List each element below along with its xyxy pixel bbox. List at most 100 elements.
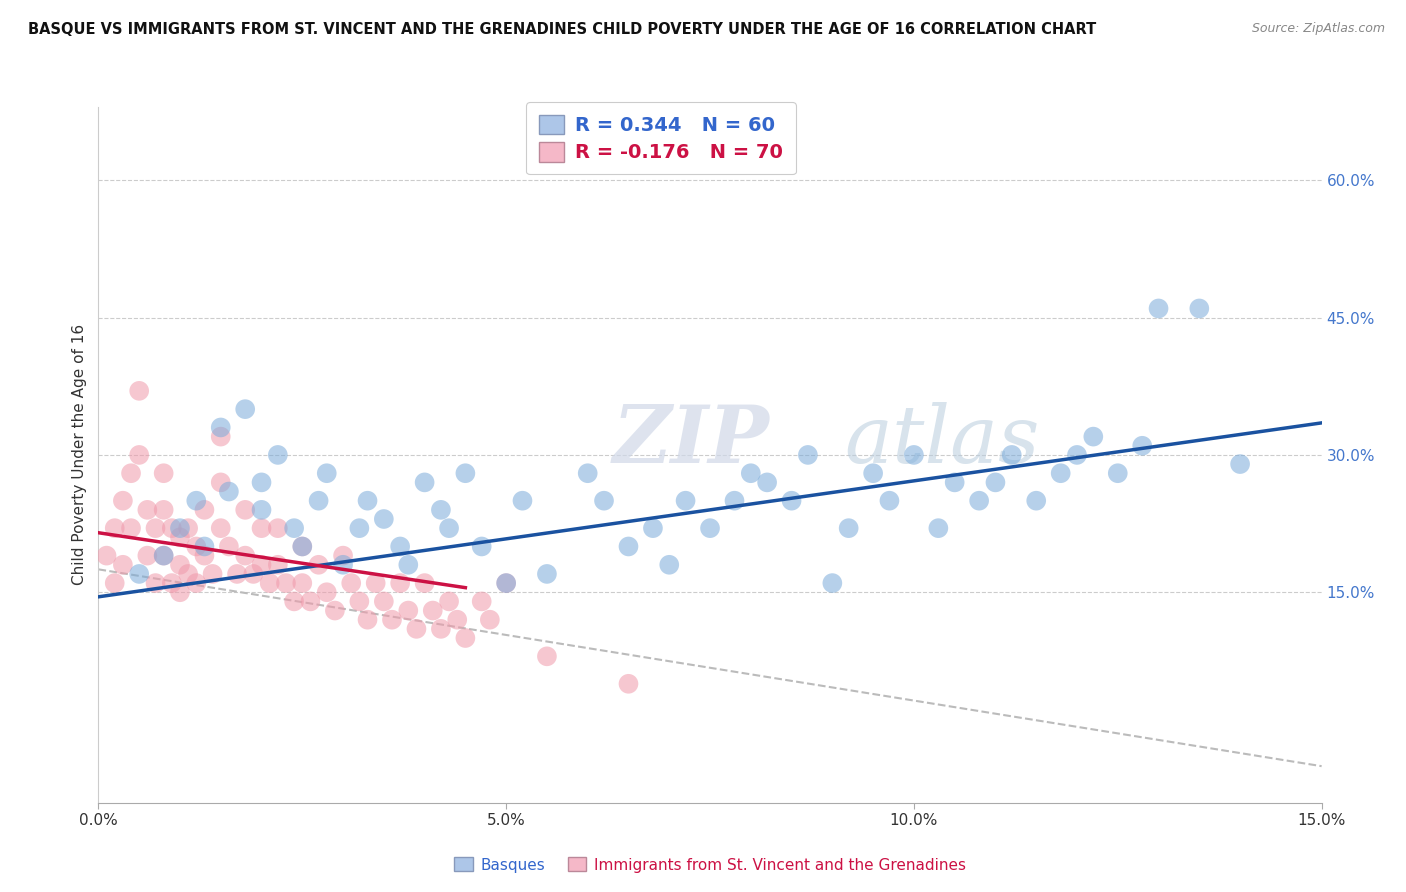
Point bbox=[152, 549, 174, 563]
Point bbox=[1066, 448, 1088, 462]
Point bbox=[169, 558, 191, 572]
Point bbox=[160, 576, 183, 591]
Point bbox=[1229, 457, 1251, 471]
Point bbox=[104, 521, 127, 535]
Point bbox=[617, 540, 640, 554]
Point bbox=[233, 503, 256, 517]
Point bbox=[267, 521, 290, 535]
Point bbox=[315, 467, 337, 481]
Point bbox=[128, 448, 150, 462]
Text: Source: ZipAtlas.com: Source: ZipAtlas.com bbox=[1251, 22, 1385, 36]
Text: atlas: atlas bbox=[845, 402, 1040, 480]
Point bbox=[512, 493, 534, 508]
Point bbox=[1049, 467, 1071, 481]
Point bbox=[1025, 493, 1047, 508]
Point bbox=[332, 558, 354, 572]
Point bbox=[593, 493, 616, 508]
Point bbox=[446, 613, 468, 627]
Point bbox=[218, 484, 240, 499]
Point bbox=[641, 521, 664, 535]
Point bbox=[675, 493, 697, 508]
Point bbox=[495, 576, 517, 591]
Point bbox=[209, 420, 232, 434]
Point bbox=[177, 521, 200, 535]
Point bbox=[186, 576, 208, 591]
Point bbox=[340, 576, 363, 591]
Point bbox=[536, 649, 558, 664]
Point bbox=[780, 493, 803, 508]
Point bbox=[120, 521, 142, 535]
Point bbox=[478, 613, 501, 627]
Point bbox=[267, 558, 290, 572]
Point bbox=[226, 566, 249, 581]
Point bbox=[617, 677, 640, 691]
Point bbox=[177, 566, 200, 581]
Point bbox=[943, 475, 966, 490]
Point bbox=[136, 503, 159, 517]
Point bbox=[454, 467, 477, 481]
Point bbox=[233, 402, 256, 417]
Text: ZIP: ZIP bbox=[612, 402, 769, 480]
Point bbox=[209, 521, 232, 535]
Point bbox=[1083, 429, 1105, 443]
Point bbox=[364, 576, 387, 591]
Point bbox=[1001, 448, 1024, 462]
Point bbox=[1130, 439, 1153, 453]
Point bbox=[454, 631, 477, 645]
Legend: Basques, Immigrants from St. Vincent and the Grenadines: Basques, Immigrants from St. Vincent and… bbox=[449, 851, 972, 879]
Point bbox=[356, 493, 378, 508]
Point bbox=[186, 493, 208, 508]
Point bbox=[186, 540, 208, 554]
Point bbox=[430, 622, 453, 636]
Point bbox=[111, 493, 134, 508]
Point bbox=[291, 540, 314, 554]
Point bbox=[120, 467, 142, 481]
Point bbox=[233, 549, 256, 563]
Point bbox=[209, 475, 232, 490]
Point bbox=[299, 594, 322, 608]
Point bbox=[862, 467, 884, 481]
Point bbox=[111, 558, 134, 572]
Point bbox=[381, 613, 404, 627]
Point bbox=[967, 493, 990, 508]
Point bbox=[152, 467, 174, 481]
Point bbox=[209, 429, 232, 443]
Point bbox=[984, 475, 1007, 490]
Point bbox=[315, 585, 337, 599]
Point bbox=[323, 603, 346, 617]
Y-axis label: Child Poverty Under the Age of 16: Child Poverty Under the Age of 16 bbox=[72, 325, 87, 585]
Point bbox=[193, 503, 215, 517]
Point bbox=[104, 576, 127, 591]
Point bbox=[193, 540, 215, 554]
Point bbox=[308, 558, 330, 572]
Point bbox=[1188, 301, 1211, 316]
Point bbox=[373, 512, 395, 526]
Point bbox=[797, 448, 820, 462]
Point bbox=[96, 549, 118, 563]
Point bbox=[389, 540, 412, 554]
Point bbox=[471, 540, 494, 554]
Point bbox=[536, 566, 558, 581]
Point bbox=[291, 540, 314, 554]
Point bbox=[193, 549, 215, 563]
Point bbox=[576, 467, 599, 481]
Point bbox=[250, 503, 273, 517]
Point bbox=[927, 521, 949, 535]
Point bbox=[128, 384, 150, 398]
Text: BASQUE VS IMMIGRANTS FROM ST. VINCENT AND THE GRENADINES CHILD POVERTY UNDER THE: BASQUE VS IMMIGRANTS FROM ST. VINCENT AN… bbox=[28, 22, 1097, 37]
Point bbox=[160, 521, 183, 535]
Point bbox=[274, 576, 297, 591]
Point bbox=[405, 622, 427, 636]
Point bbox=[201, 566, 224, 581]
Point bbox=[740, 467, 762, 481]
Point bbox=[356, 613, 378, 627]
Point bbox=[218, 540, 240, 554]
Point bbox=[723, 493, 745, 508]
Point bbox=[756, 475, 779, 490]
Point bbox=[169, 521, 191, 535]
Point bbox=[413, 475, 436, 490]
Point bbox=[389, 576, 412, 591]
Point bbox=[250, 558, 273, 572]
Point bbox=[152, 549, 174, 563]
Point bbox=[291, 576, 314, 591]
